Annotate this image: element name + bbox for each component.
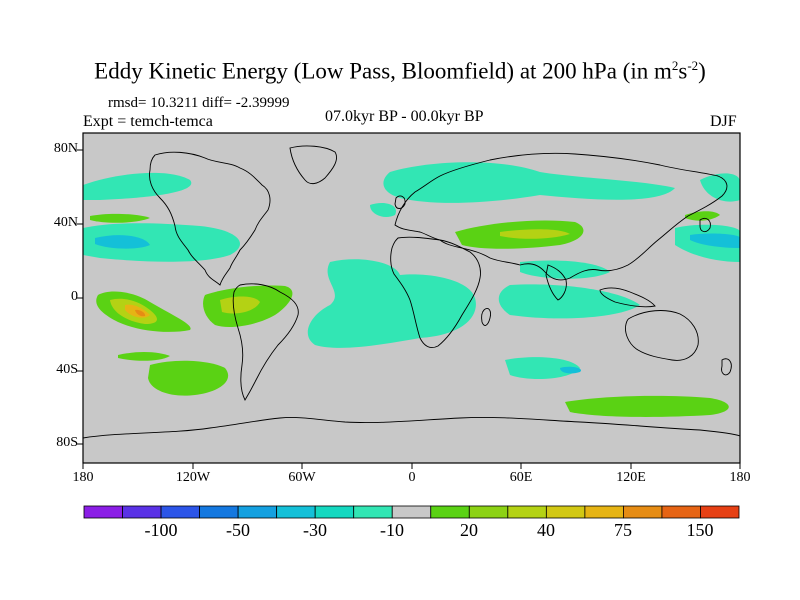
colorbar-swatch: [700, 505, 740, 519]
colorbar-swatch: [391, 505, 432, 519]
anomaly-fields: [83, 162, 740, 417]
colorbar-swatch: [353, 505, 393, 519]
coast-greenland: [289, 145, 337, 185]
field-arabian-neg: [520, 260, 610, 279]
coast-africa: [390, 236, 481, 349]
field-nw-pacific-pos: [685, 211, 720, 221]
field-south-america-core: [220, 296, 260, 314]
colorbar-swatch: [430, 505, 470, 519]
colorbar-label-75: 75: [614, 520, 632, 540]
colorbar-swatch: [199, 505, 239, 519]
coast-eurasia: [394, 152, 728, 281]
field-southern-indian-core: [560, 366, 581, 374]
xlabel-120e: 120E: [616, 470, 646, 485]
xlabel-60w: 60W: [288, 470, 316, 485]
coast-south-america: [232, 283, 299, 401]
field-south-pacific-pos-a: [118, 352, 170, 361]
field-middle-east-core: [500, 229, 570, 239]
colorbar-label-m10: -10: [380, 520, 404, 540]
field-north-pacific-neg: [83, 172, 192, 200]
colorbar-label-m50: -50: [226, 520, 250, 540]
field-indian-ocean-neg: [498, 284, 640, 319]
stats-text: rmsd= 10.3211 diff= -2.39999: [108, 95, 290, 111]
colorbar-swatch: [314, 505, 355, 519]
xlabel-180e: 180: [729, 470, 751, 485]
coast-madagascar: [481, 307, 491, 326]
colorbar-swatch: [545, 505, 586, 519]
colorbar-label-m100: -100: [144, 520, 178, 540]
xlabel-60e: 60E: [509, 470, 533, 485]
colorbar-swatch: [623, 505, 663, 519]
experiment-label: Expt = temch-temca: [83, 113, 213, 130]
coast-new-zealand: [721, 358, 732, 376]
field-southern-ocean-pos: [565, 395, 729, 417]
coastlines: [83, 145, 740, 439]
xlabel-0: 0: [408, 470, 416, 485]
field-pacific-jet-neg: [83, 223, 240, 262]
colorbar-swatch: [584, 505, 624, 519]
coast-antarctica: [83, 417, 740, 439]
ylabel-80n: 80N: [53, 141, 78, 156]
colorbar-swatch: [83, 505, 123, 519]
colorbar-label-m30: -30: [303, 520, 327, 540]
colorbar-swatch: [468, 505, 509, 519]
coast-india: [545, 264, 567, 301]
coast-indonesia: [599, 287, 656, 308]
xlabel-120w: 120W: [175, 470, 211, 485]
ylabel-40s: 40S: [56, 362, 78, 377]
xlabel-180w: 180: [72, 470, 94, 485]
coast-north-america: [149, 151, 271, 286]
colorbar-swatch: [507, 505, 547, 519]
colorbar-swatch: [160, 505, 200, 519]
field-southern-indian-neg: [505, 357, 580, 380]
coast-japan: [699, 217, 711, 233]
colorbar-swatch: [661, 505, 701, 519]
field-south-pacific-pos-b: [148, 360, 229, 396]
colorbar-label-40: 40: [537, 520, 555, 540]
coast-uk: [394, 195, 406, 209]
colorbar-swatch: [276, 505, 316, 519]
colorbar-swatch: [122, 505, 162, 519]
ylabel-40n: 40N: [53, 215, 78, 230]
field-south-atlantic-neg: [307, 259, 476, 348]
colorbar-label-20: 20: [460, 520, 478, 540]
ylabel-80s: 80S: [56, 435, 78, 450]
field-west-pacific-core: [690, 233, 740, 248]
colorbar: [83, 505, 740, 519]
field-east-siberia-neg: [700, 173, 740, 202]
colorbar-swatch: [237, 505, 278, 519]
field-atlantic-neg-small: [370, 203, 396, 217]
period-label: 07.0kyr BP - 00.0kyr BP: [325, 108, 484, 125]
field-east-pacific-core: [135, 309, 146, 317]
plot-title: Eddy Kinetic Energy (Low Pass, Bloomfiel…: [94, 58, 706, 84]
field-eurasia-neg: [383, 162, 675, 203]
field-north-pacific-pos: [90, 213, 150, 223]
field-pacific-jet-core: [95, 235, 150, 249]
season-label: DJF: [710, 113, 737, 130]
ylabel-0: 0: [71, 289, 78, 304]
colorbar-label-150: 150: [686, 520, 714, 540]
coast-australia: [625, 310, 699, 361]
axis-ticks: [77, 149, 741, 469]
